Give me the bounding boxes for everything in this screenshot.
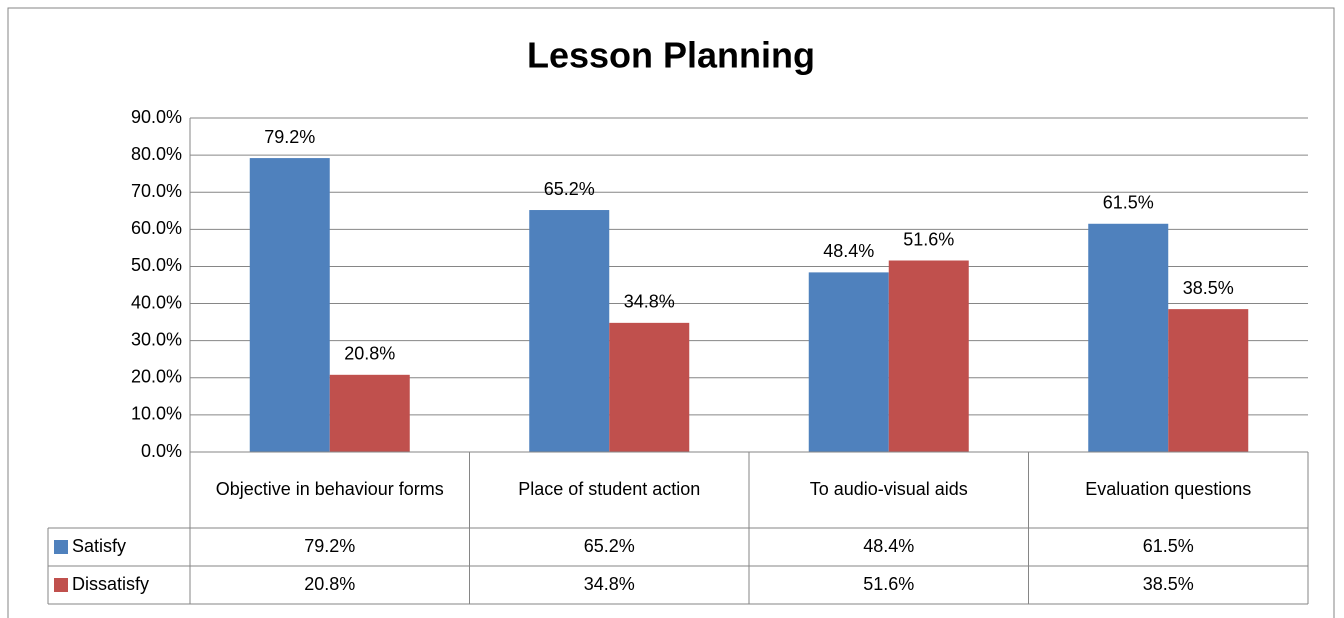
table-cell: 48.4% — [863, 536, 914, 556]
bar — [888, 260, 969, 452]
table-cell: 20.8% — [304, 574, 355, 594]
y-tick-label: 30.0% — [131, 329, 182, 349]
table-cell: 51.6% — [863, 574, 914, 594]
chart-title: Lesson Planning — [527, 35, 815, 76]
x-tick-label-box: Evaluation questions — [1085, 479, 1252, 500]
data-label: 20.8% — [344, 344, 395, 364]
data-label: 61.5% — [1103, 193, 1154, 213]
legend-swatch — [54, 540, 68, 554]
data-label: 48.4% — [823, 241, 874, 261]
y-tick-label: 90.0% — [131, 107, 182, 127]
x-tick-label-box: To audio-visual aids — [809, 479, 968, 500]
y-tick-label: 0.0% — [141, 441, 182, 461]
data-label: 79.2% — [264, 127, 315, 147]
y-tick-label: 80.0% — [131, 144, 182, 164]
x-tick-label-box: Objective in behaviour forms — [215, 479, 444, 500]
y-tick-label: 70.0% — [131, 181, 182, 201]
y-tick-label: 20.0% — [131, 367, 182, 387]
bar — [329, 374, 410, 452]
table-cell: 61.5% — [1143, 536, 1194, 556]
bar — [1088, 223, 1169, 452]
bar — [609, 322, 690, 452]
legend-swatch — [54, 578, 68, 592]
data-label: 65.2% — [544, 179, 595, 199]
x-tick-label: Evaluation questions — [1085, 479, 1252, 500]
x-tick-label: Objective in behaviour forms — [215, 479, 444, 500]
data-label: 51.6% — [903, 229, 954, 249]
data-label: 38.5% — [1183, 278, 1234, 298]
x-tick-label: To audio-visual aids — [809, 479, 968, 500]
bar — [249, 158, 330, 452]
y-tick-label: 50.0% — [131, 255, 182, 275]
x-tick-label: Place of student action — [518, 479, 701, 500]
legend-label: Dissatisfy — [72, 574, 149, 594]
y-tick-label: 40.0% — [131, 292, 182, 312]
table-cell: 65.2% — [584, 536, 635, 556]
legend-label: Satisfy — [72, 536, 126, 556]
bar — [808, 272, 889, 452]
bar — [529, 210, 610, 452]
x-tick-label-box: Place of student action — [518, 479, 701, 500]
table-cell: 79.2% — [304, 536, 355, 556]
data-label: 34.8% — [624, 292, 675, 312]
y-tick-label: 60.0% — [131, 218, 182, 238]
table-cell: 38.5% — [1143, 574, 1194, 594]
y-tick-label: 10.0% — [131, 404, 182, 424]
table-cell: 34.8% — [584, 574, 635, 594]
bar — [1168, 309, 1249, 452]
